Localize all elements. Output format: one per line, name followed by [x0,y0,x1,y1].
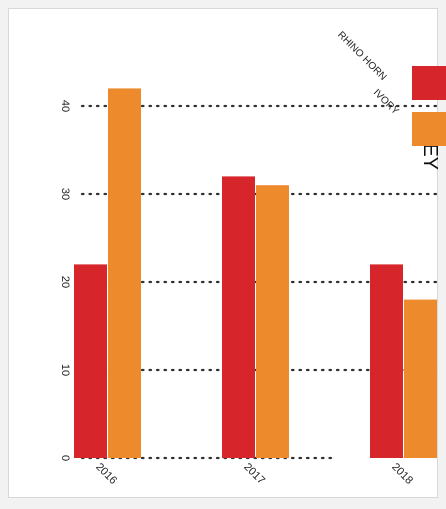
y-tick-label: 30 [59,188,71,200]
x-category-label: 2016 [93,461,119,487]
y-tick-label: 10 [59,364,71,376]
bar-rhino-horn-2016 [74,264,107,458]
legend-swatch-rhino-horn [412,66,446,100]
y-axis-ticks: 0 10 20 30 40 [59,100,71,461]
x-category-label: 2018 [389,461,415,487]
bar-ivory-2016 [108,88,141,459]
x-axis-categories: 2016 2017 2018 [93,461,415,487]
legend-label: IVORY [371,87,401,117]
legend-swatch-ivory [412,112,446,146]
y-tick-label: 20 [59,276,71,288]
bar-ivory-2018 [404,299,437,458]
y-tick-label: 40 [59,100,71,112]
gridlines [80,104,440,460]
bar-ivory-2017 [256,185,289,458]
bar-rhino-horn-2017 [222,176,255,458]
x-category-label: 2017 [241,461,267,487]
y-tick-label: 0 [59,455,71,461]
bar-rhino-horn-2018 [370,264,403,458]
bars [74,88,437,459]
legend-label: RHINO HORN [335,30,388,83]
